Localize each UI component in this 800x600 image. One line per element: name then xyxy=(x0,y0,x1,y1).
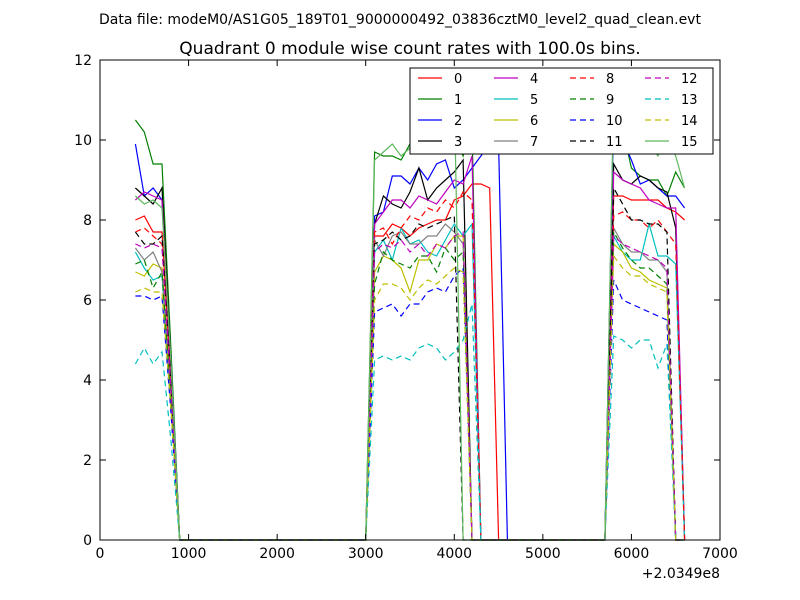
series-7-line xyxy=(134,223,685,541)
legend-label: 2 xyxy=(454,114,462,129)
series-4-line xyxy=(134,155,686,541)
series-11-line xyxy=(134,185,685,541)
y-tick-label: 6 xyxy=(83,293,92,309)
x-tick-label: 5000 xyxy=(525,546,561,562)
legend-label: 8 xyxy=(606,72,614,87)
legend-label: 6 xyxy=(530,114,538,129)
legend-label: 1 xyxy=(454,93,462,108)
series-5-line xyxy=(134,221,686,541)
legend-label: 9 xyxy=(606,93,614,108)
legend-label: 7 xyxy=(530,135,538,150)
series-15-line xyxy=(134,91,686,541)
x-offset-label: +2.0349e8 xyxy=(642,566,720,582)
x-tick-label: 3000 xyxy=(348,546,384,562)
y-tick-label: 4 xyxy=(83,373,92,389)
legend-label: 5 xyxy=(530,93,538,108)
chart-title: Quadrant 0 module wise count rates with … xyxy=(179,39,640,59)
legend-label: 14 xyxy=(681,114,698,129)
legend-label: 3 xyxy=(454,135,462,150)
legend-label: 11 xyxy=(606,135,623,150)
legend-label: 15 xyxy=(681,135,698,150)
x-tick-label: 6000 xyxy=(614,546,650,562)
x-tick-label: 2000 xyxy=(259,546,295,562)
legend-label: 12 xyxy=(681,72,698,87)
y-tick-label: 0 xyxy=(83,533,92,549)
series-2-line xyxy=(134,107,686,541)
y-tick-label: 2 xyxy=(83,453,92,469)
series-9-line xyxy=(135,229,685,541)
series-10-line xyxy=(135,266,685,541)
legend-label: 4 xyxy=(530,72,538,87)
series-13-line xyxy=(134,303,685,541)
x-tick-label: 7000 xyxy=(702,546,738,562)
y-tick-label: 10 xyxy=(74,133,92,149)
plot-area xyxy=(134,91,686,541)
legend-label: 13 xyxy=(681,93,698,108)
x-tick-label: 1000 xyxy=(171,546,207,562)
series-1-line xyxy=(134,99,686,541)
legend-label: 0 xyxy=(454,72,462,87)
series-0-line xyxy=(135,183,686,541)
x-tick-label: 0 xyxy=(96,546,105,562)
series-12-line xyxy=(135,231,685,541)
series-6-line xyxy=(135,235,685,541)
legend-label: 10 xyxy=(606,114,623,129)
y-tick-label: 8 xyxy=(83,213,92,229)
y-tick-label: 12 xyxy=(74,53,92,69)
series-8-line xyxy=(135,191,686,541)
data-file-label: Data file: modeM0/AS1G05_189T01_90000004… xyxy=(99,12,701,28)
legend-box xyxy=(409,67,714,155)
x-tick-label: 4000 xyxy=(436,546,472,562)
series-14-line xyxy=(135,254,685,541)
